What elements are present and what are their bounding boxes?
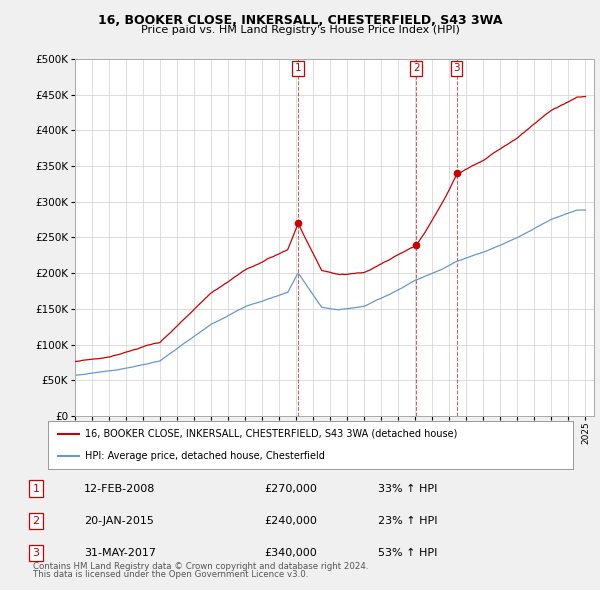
Text: 1: 1	[32, 484, 40, 493]
Text: 53% ↑ HPI: 53% ↑ HPI	[378, 548, 437, 558]
Text: 2: 2	[413, 63, 419, 73]
Text: 20-JAN-2015: 20-JAN-2015	[84, 516, 154, 526]
Text: 12-FEB-2008: 12-FEB-2008	[84, 484, 155, 493]
Text: 3: 3	[32, 548, 40, 558]
Text: 3: 3	[453, 63, 460, 73]
Text: This data is licensed under the Open Government Licence v3.0.: This data is licensed under the Open Gov…	[33, 571, 308, 579]
Text: 33% ↑ HPI: 33% ↑ HPI	[378, 484, 437, 493]
Text: Price paid vs. HM Land Registry's House Price Index (HPI): Price paid vs. HM Land Registry's House …	[140, 25, 460, 35]
Text: Contains HM Land Registry data © Crown copyright and database right 2024.: Contains HM Land Registry data © Crown c…	[33, 562, 368, 571]
Text: 31-MAY-2017: 31-MAY-2017	[84, 548, 156, 558]
Text: £270,000: £270,000	[264, 484, 317, 493]
Text: 1: 1	[295, 63, 301, 73]
Text: 16, BOOKER CLOSE, INKERSALL, CHESTERFIELD, S43 3WA: 16, BOOKER CLOSE, INKERSALL, CHESTERFIEL…	[98, 14, 502, 27]
Text: 16, BOOKER CLOSE, INKERSALL, CHESTERFIELD, S43 3WA (detached house): 16, BOOKER CLOSE, INKERSALL, CHESTERFIEL…	[85, 429, 457, 439]
Text: £340,000: £340,000	[264, 548, 317, 558]
Text: HPI: Average price, detached house, Chesterfield: HPI: Average price, detached house, Ches…	[85, 451, 325, 461]
Text: 23% ↑ HPI: 23% ↑ HPI	[378, 516, 437, 526]
Text: 2: 2	[32, 516, 40, 526]
Text: £240,000: £240,000	[264, 516, 317, 526]
